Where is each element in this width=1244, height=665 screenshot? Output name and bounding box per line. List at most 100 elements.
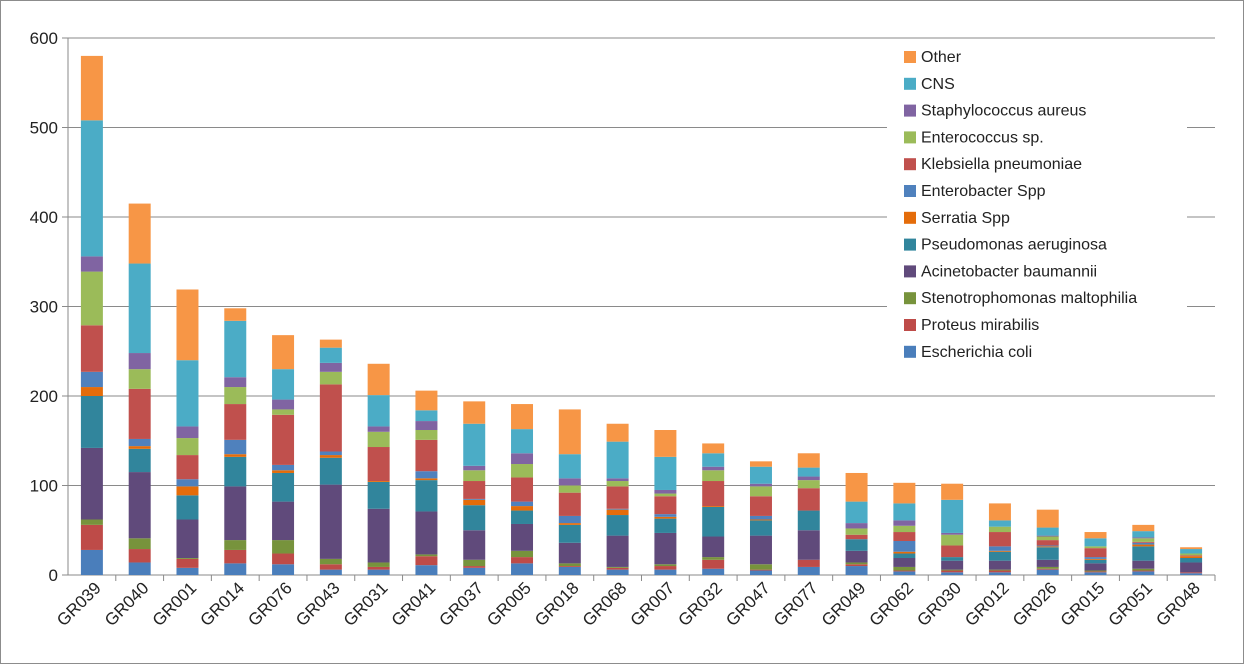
bar-segment	[654, 496, 677, 515]
legend-swatch	[904, 185, 916, 197]
bar-segment	[319, 339, 342, 348]
bar-segment	[941, 483, 964, 500]
bar-segment	[1084, 548, 1107, 558]
x-category-label: GR047	[722, 578, 774, 630]
bar-segment	[845, 550, 868, 563]
bar-segment	[893, 553, 916, 558]
bar-segment	[702, 506, 725, 507]
bar-segment	[558, 454, 581, 479]
bar-segment	[80, 524, 103, 550]
bar-segment	[797, 510, 820, 531]
bar-segment	[415, 390, 438, 411]
bar-segment	[941, 572, 964, 575]
bar-segment	[558, 409, 581, 455]
bar-segment	[893, 570, 916, 572]
legend-label: Staphylococcus aureus	[921, 103, 1086, 120]
bar-segment	[463, 465, 486, 471]
bar-segment	[415, 556, 438, 566]
bar-segment	[319, 457, 342, 485]
bar-segment	[654, 532, 677, 565]
bar-segment	[415, 410, 438, 422]
bar-segment	[1132, 524, 1155, 532]
bar-segment	[1084, 538, 1107, 547]
bar-segment	[80, 325, 103, 372]
legend-swatch	[904, 265, 916, 278]
bar-segment	[367, 431, 390, 448]
legend-label: Serratia Spp	[921, 210, 1010, 227]
bar-segment	[1084, 571, 1107, 573]
bar-segment	[463, 470, 486, 482]
bar-segment	[224, 563, 247, 575]
bar-segment	[511, 557, 534, 564]
bar-segment	[176, 289, 199, 361]
bar-segment	[749, 570, 772, 575]
bar-segment	[749, 486, 772, 497]
bar-segment	[1180, 553, 1203, 556]
bar-segment	[797, 488, 820, 511]
bar-segment	[415, 421, 438, 431]
x-category-label: GR026	[1009, 578, 1061, 630]
bar-segment	[558, 478, 581, 486]
bar-segment	[128, 203, 151, 264]
bar-segment	[176, 519, 199, 558]
legend-label: Enterobacter Spp	[921, 183, 1046, 200]
legend-swatch	[904, 292, 916, 305]
bar-segment	[893, 482, 916, 504]
bar-segment	[893, 571, 916, 575]
bar-segment	[558, 542, 581, 564]
bar-segment	[654, 456, 677, 490]
bar-segment	[941, 570, 964, 573]
bar-segment	[893, 503, 916, 521]
y-tick-label: 500	[30, 119, 58, 138]
bar-segment	[558, 523, 581, 525]
bar-segment	[511, 510, 534, 524]
bar-segment	[272, 553, 295, 565]
bar-segment	[319, 455, 342, 458]
bar-segment	[797, 559, 820, 567]
bar-segment	[893, 525, 916, 533]
x-category-label: GR014	[197, 578, 249, 630]
bar-segment	[1180, 556, 1203, 558]
bar-segment	[224, 540, 247, 550]
bar-segment	[463, 401, 486, 424]
bar-segment	[319, 362, 342, 372]
bar-segment	[224, 549, 247, 564]
bar-segment	[224, 308, 247, 321]
bar-segment	[845, 564, 868, 567]
bar-segment	[511, 523, 534, 551]
bar-segment	[128, 549, 151, 563]
bar-segment	[463, 499, 486, 506]
bar-segment	[1132, 571, 1155, 575]
x-category-label: GR051	[1105, 578, 1157, 630]
bar-segment	[367, 566, 390, 570]
bar-segment	[80, 549, 103, 575]
x-category-label: GR007	[627, 578, 679, 630]
bar-segment	[941, 534, 964, 546]
bar-segment	[463, 530, 486, 560]
bar-segment	[272, 564, 295, 575]
bar-segment	[176, 567, 199, 575]
bar-segment	[1036, 545, 1059, 547]
bar-segment	[1084, 572, 1107, 575]
bar-segment	[367, 508, 390, 563]
bar-segment	[702, 443, 725, 454]
bar-segment	[1036, 566, 1059, 569]
bar-segment	[367, 562, 390, 567]
bar-segment	[606, 481, 629, 487]
bar-segment	[1180, 549, 1203, 554]
bar-segment	[319, 484, 342, 559]
legend-swatch	[904, 158, 916, 171]
x-category-label: GR048	[1152, 578, 1204, 630]
legend-swatch	[904, 319, 916, 331]
bar-segment	[845, 534, 868, 540]
bar-segment	[1180, 573, 1203, 575]
bar-segment	[319, 371, 342, 385]
bar-segment	[797, 480, 820, 489]
bar-segment	[80, 371, 103, 388]
bar-segment	[893, 557, 916, 567]
bar-segment	[845, 528, 868, 535]
x-category-label: GR049	[818, 578, 870, 630]
x-category-label: GR018	[531, 578, 583, 630]
bar-segment	[224, 454, 247, 457]
bar-segment	[463, 423, 486, 466]
